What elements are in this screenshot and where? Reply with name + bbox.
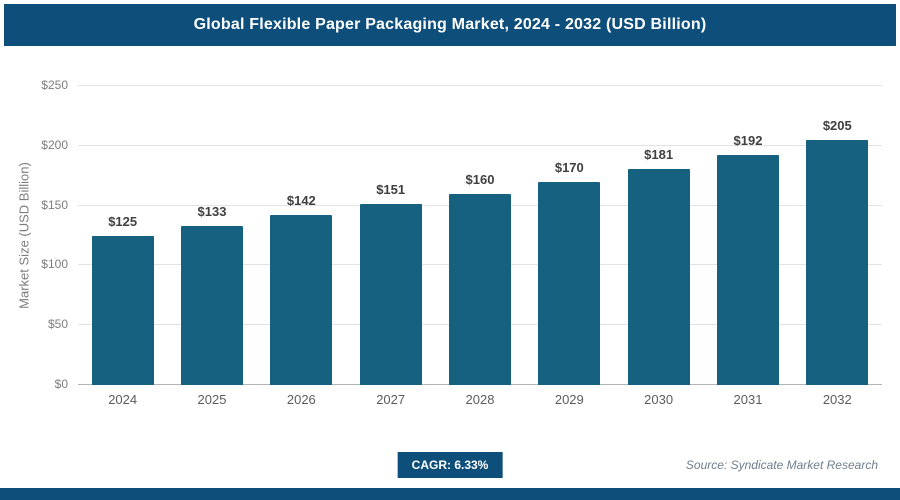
bar-group: $133 — [167, 86, 256, 385]
bar-group: $192 — [703, 86, 792, 385]
cagr-badge: CAGR: 6.33% — [397, 452, 503, 478]
y-tick-label: $150 — [41, 197, 68, 212]
x-tick-label: 2027 — [376, 392, 406, 407]
chart-title-banner: Global Flexible Paper Packaging Market, … — [4, 4, 896, 46]
bar-group: $151 — [346, 86, 435, 385]
y-tick-label: $0 — [54, 377, 68, 391]
bar-2027 — [359, 204, 422, 385]
chart-title: Global Flexible Paper Packaging Market, … — [193, 16, 707, 33]
bar-value-label: $151 — [376, 182, 406, 198]
x-tick-label: 2024 — [108, 392, 138, 407]
gridline: $200 — [41, 138, 882, 152]
bar-2032 — [806, 139, 869, 385]
x-tick-label: 2026 — [286, 392, 316, 407]
bar-2025 — [180, 225, 243, 385]
bar-group: $205 — [793, 86, 882, 385]
x-tick-label: 2029 — [554, 392, 584, 407]
x-tick-label: 2031 — [733, 392, 763, 407]
bar-value-label: $170 — [554, 159, 584, 175]
bar-group: $160 — [435, 86, 524, 385]
x-tick-label: 2030 — [644, 392, 674, 407]
bar-group: $142 — [257, 86, 346, 385]
x-axis: 2024 2025 2026 2027 2028 2029 2030 2031 2032 — [78, 392, 882, 407]
bar-2030 — [627, 168, 690, 385]
bar-2028 — [448, 193, 511, 385]
bar-2031 — [716, 155, 779, 385]
source-text: Source: Syndicate Market Research — [685, 458, 878, 472]
bar-group: $181 — [614, 86, 703, 385]
footer: CAGR: 6.33% Source: Syndicate Market Res… — [0, 452, 900, 478]
y-axis-title: Market Size (USD Billion) — [16, 162, 32, 309]
bar-2024 — [91, 235, 154, 385]
bar-value-label: $133 — [197, 203, 227, 219]
bar-2029 — [538, 181, 601, 385]
bar-value-label: $181 — [644, 146, 674, 162]
bar-group: $170 — [525, 86, 614, 385]
bar-value-label: $205 — [822, 117, 852, 133]
bar-value-label: $125 — [108, 213, 138, 229]
y-tick-label: $200 — [41, 137, 68, 152]
x-tick-label: 2032 — [822, 392, 852, 407]
bottom-bar — [0, 488, 900, 500]
y-tick-label: $100 — [41, 257, 68, 272]
x-tick-label: 2028 — [465, 392, 495, 407]
bar-value-label: $192 — [733, 133, 763, 149]
bar-2026 — [270, 215, 333, 385]
bar-value-label: $160 — [465, 171, 495, 187]
x-tick-label: 2025 — [197, 392, 227, 407]
bars-container: $125 $133 $142 $151 $160 $170 $181 $192 $205 — [78, 86, 882, 385]
y-tick-label: $50 — [47, 317, 68, 332]
gridline: $250 — [41, 78, 882, 92]
plot-area: $0 $50 $100 $150 $200 $250 $125 $133 $142 $151 $16… — [41, 78, 882, 391]
bar-group: $125 — [78, 86, 167, 385]
y-tick-label: $250 — [41, 78, 68, 92]
bar-value-label: $142 — [286, 193, 316, 209]
